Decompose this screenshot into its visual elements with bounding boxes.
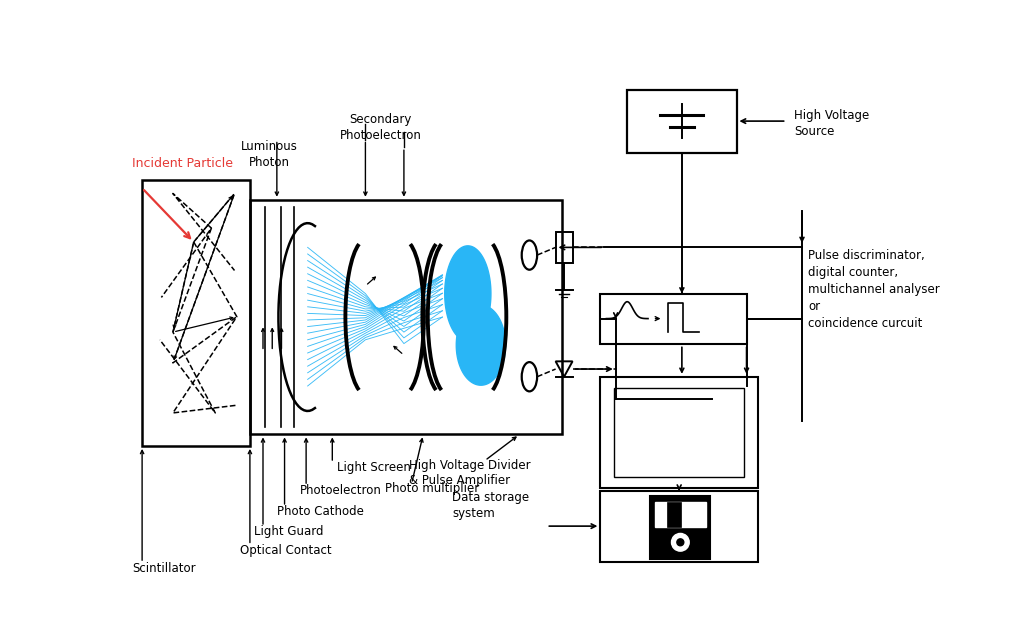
Text: Incident Particle: Incident Particle xyxy=(132,157,233,170)
Ellipse shape xyxy=(521,240,538,269)
Bar xyxy=(614,389,744,477)
Text: Photo Cathode: Photo Cathode xyxy=(276,505,364,519)
Bar xyxy=(556,232,572,263)
Text: Pulse discriminator,
digital counter,
multichannel analyser
or
coincidence curcu: Pulse discriminator, digital counter, mu… xyxy=(808,249,940,330)
Bar xyxy=(668,502,681,527)
Bar xyxy=(250,199,562,434)
Bar xyxy=(600,376,758,489)
Text: Light Guard: Light Guard xyxy=(254,526,324,538)
Bar xyxy=(650,496,711,559)
Bar xyxy=(600,294,746,343)
Polygon shape xyxy=(444,246,490,341)
Text: Secondary
Photoelectron: Secondary Photoelectron xyxy=(340,113,422,141)
Text: Optical Contact: Optical Contact xyxy=(240,544,332,557)
Circle shape xyxy=(677,539,684,546)
Bar xyxy=(142,180,250,446)
Bar xyxy=(600,490,758,562)
Text: Photoelectron: Photoelectron xyxy=(300,483,382,497)
Text: High Voltage Divider
& Pulse Amplifier: High Voltage Divider & Pulse Amplifier xyxy=(410,459,530,487)
Text: Luminous
Photon: Luminous Photon xyxy=(241,140,298,169)
Text: Photo multiplier: Photo multiplier xyxy=(385,482,479,495)
Bar xyxy=(628,90,736,153)
Text: Light Screen: Light Screen xyxy=(337,461,411,474)
Text: Data storage
system: Data storage system xyxy=(453,491,529,520)
Circle shape xyxy=(672,533,689,551)
Ellipse shape xyxy=(521,362,538,391)
Text: Scintillator: Scintillator xyxy=(132,562,196,575)
Bar xyxy=(655,502,706,527)
Polygon shape xyxy=(457,305,506,385)
Text: High Voltage
Source: High Voltage Source xyxy=(795,109,869,138)
